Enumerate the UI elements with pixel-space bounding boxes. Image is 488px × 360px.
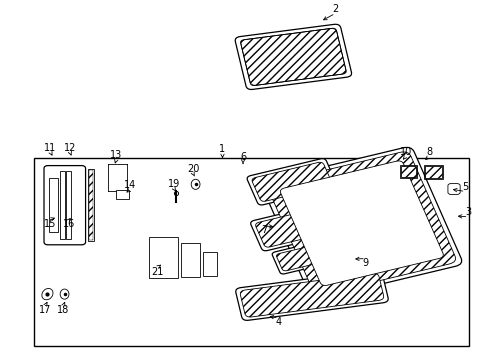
Text: 21: 21 [151,267,163,277]
Text: 3: 3 [465,207,470,217]
Text: 5: 5 [462,182,468,192]
Text: 19: 19 [167,179,180,189]
Text: 6: 6 [240,152,245,162]
FancyBboxPatch shape [44,166,85,245]
Bar [181,243,200,277]
Bar [88,169,94,241]
Bar [203,252,216,276]
Text: 11: 11 [44,143,57,153]
Text: 13: 13 [110,150,122,160]
Bar [423,165,442,179]
Text: 7: 7 [261,225,266,235]
FancyBboxPatch shape [240,273,383,317]
FancyBboxPatch shape [251,162,331,201]
Bar [66,171,71,239]
Bar [149,237,178,278]
FancyBboxPatch shape [235,24,351,90]
FancyBboxPatch shape [255,199,367,247]
FancyBboxPatch shape [262,147,461,299]
Ellipse shape [42,288,53,300]
Text: 12: 12 [63,143,76,153]
FancyBboxPatch shape [250,195,372,251]
Bar [49,178,58,232]
Text: 2: 2 [332,4,338,14]
Ellipse shape [191,179,200,189]
Bar [116,190,128,199]
Text: 10: 10 [399,147,411,157]
Text: 17: 17 [39,305,52,315]
FancyBboxPatch shape [267,152,455,294]
Bar [400,166,415,177]
Bar [425,166,441,178]
FancyBboxPatch shape [246,159,336,205]
FancyBboxPatch shape [276,233,373,271]
FancyBboxPatch shape [447,184,459,194]
Text: 4: 4 [275,317,281,327]
Text: 20: 20 [186,164,199,174]
Text: 18: 18 [57,305,70,315]
Text: 15: 15 [44,219,57,229]
Text: 8: 8 [426,147,431,157]
Text: 9: 9 [362,258,368,268]
Bar [34,158,468,346]
FancyBboxPatch shape [235,270,387,320]
FancyBboxPatch shape [241,28,345,85]
Text: 16: 16 [63,219,76,229]
FancyBboxPatch shape [272,230,377,274]
Ellipse shape [60,289,69,299]
Bar [89,170,93,240]
Bar [60,171,64,239]
Bar [399,165,416,178]
Text: 1: 1 [219,144,225,154]
FancyBboxPatch shape [280,161,443,285]
Text: 14: 14 [123,180,136,190]
